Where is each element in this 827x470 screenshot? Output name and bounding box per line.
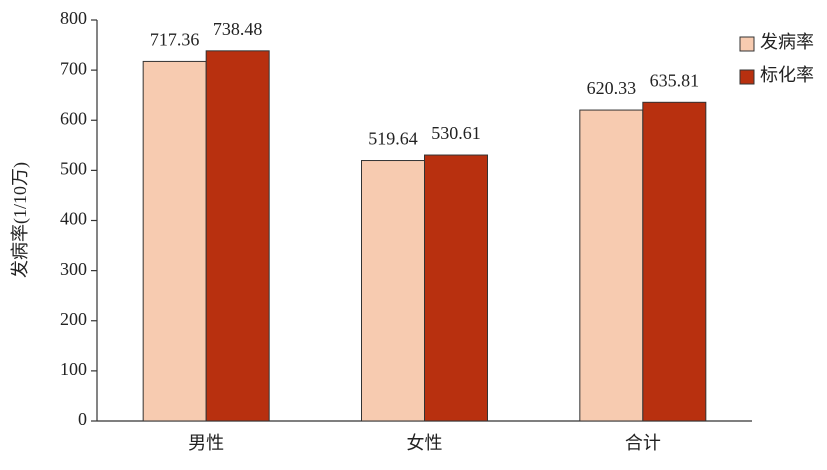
bar xyxy=(579,109,644,422)
y-tick-label: 600 xyxy=(60,108,87,128)
x-tick-label: 男性 xyxy=(188,433,224,453)
y-tick-label: 800 xyxy=(60,8,87,28)
y-tick-label: 300 xyxy=(60,259,87,279)
value-label: 635.81 xyxy=(650,70,700,90)
y-tick-label: 0 xyxy=(78,409,87,429)
legend-swatch xyxy=(739,69,755,85)
bar xyxy=(642,101,707,422)
legend-swatch xyxy=(739,36,755,52)
y-tick-label: 500 xyxy=(60,159,87,179)
legend-label: 发病率 xyxy=(760,32,814,52)
bar xyxy=(142,60,207,422)
y-tick-label: 100 xyxy=(60,359,87,379)
value-label: 519.64 xyxy=(368,129,418,149)
y-tick-label: 400 xyxy=(60,209,87,229)
legend-label: 标化率 xyxy=(760,65,814,85)
value-label: 738.48 xyxy=(213,19,263,39)
y-tick-label: 200 xyxy=(60,309,87,329)
y-axis-label: 发病率(1/10万) xyxy=(10,162,31,278)
x-tick-label: 合计 xyxy=(625,433,661,453)
y-tick-label: 700 xyxy=(60,58,87,78)
bar xyxy=(361,160,425,422)
bar xyxy=(424,154,488,422)
value-label: 620.33 xyxy=(587,78,637,98)
value-label: 717.36 xyxy=(150,30,200,50)
value-label: 530.61 xyxy=(431,123,481,143)
x-tick-label: 女性 xyxy=(407,433,443,453)
bar xyxy=(205,50,270,422)
